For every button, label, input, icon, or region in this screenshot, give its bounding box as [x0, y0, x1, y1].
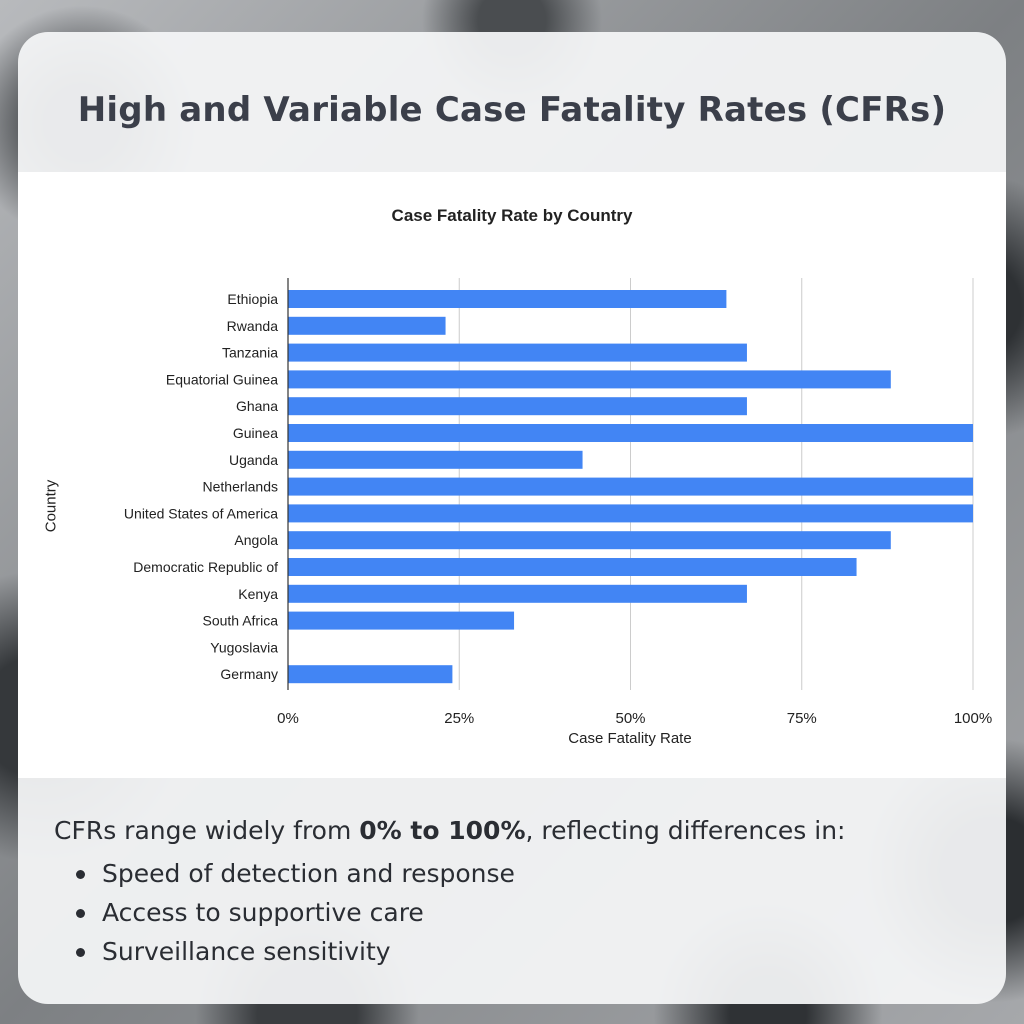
bar [288, 665, 453, 684]
bar [288, 531, 891, 550]
x-tick-label: 25% [444, 710, 474, 727]
y-tick-label: Tanzania [222, 345, 278, 361]
summary-intro-range: 0% to 100% [359, 816, 526, 845]
y-tick-label: Uganda [229, 452, 278, 468]
summary-intro-pre: CFRs range widely from [54, 816, 360, 845]
y-tick-label: Equatorial Guinea [166, 371, 278, 387]
bar-chart: 0% 25% 50% 75% 100% Ethiopia Rwanda Tanzania Equ… [124, 278, 992, 727]
y-tick-label: United States of America [124, 505, 278, 521]
bar [288, 477, 973, 496]
bar [288, 316, 446, 335]
y-axis-title: Country [42, 479, 60, 533]
content-card: High and Variable Case Fatality Rates (C… [18, 32, 1006, 1004]
bar [288, 290, 727, 308]
bar [288, 397, 747, 416]
bar [288, 424, 973, 442]
bar [288, 343, 747, 362]
chart-title: Case Fatality Rate by Country [391, 206, 633, 225]
summary-list: Speed of detection and response Access t… [54, 854, 984, 971]
summary-intro: CFRs range widely from 0% to 100%, refle… [54, 814, 984, 848]
x-tick-label: 0% [277, 710, 299, 727]
summary-bullet: Surveillance sensitivity [76, 932, 984, 971]
x-tick-label: 50% [615, 710, 645, 727]
y-tick-label: Kenya [238, 586, 278, 602]
bar [288, 558, 857, 576]
y-tick-label: Democratic Republic of [133, 559, 278, 575]
bar [288, 504, 973, 523]
bar [288, 611, 515, 630]
bar [288, 450, 583, 469]
page-title: High and Variable Case Fatality Rates (C… [77, 90, 947, 130]
summary-section: CFRs range widely from 0% to 100%, refle… [54, 814, 984, 971]
y-tick-label: Angola [234, 532, 278, 548]
bar [288, 584, 747, 603]
summary-bullet: Speed of detection and response [76, 854, 984, 893]
summary-bullet: Access to supportive care [76, 893, 984, 932]
y-tick-label: Rwanda [227, 318, 279, 334]
y-tick-label: Germany [220, 666, 278, 682]
chart-panel: Case Fatality Rate by Country 0% 25% 50% 75… [18, 172, 1006, 778]
y-tick-label: South Africa [203, 613, 279, 629]
x-tick-label: 100% [954, 710, 992, 727]
y-tick-label: Yugoslavia [210, 639, 278, 655]
x-tick-label: 75% [787, 710, 817, 727]
y-tick-label: Guinea [233, 425, 278, 441]
y-tick-label: Ethiopia [227, 291, 278, 307]
x-axis-title: Case Fatality Rate [568, 730, 692, 747]
summary-intro-post: , reflecting differences in: [525, 816, 846, 845]
bar [288, 370, 891, 389]
y-tick-label: Ghana [236, 398, 278, 414]
y-tick-label: Netherlands [203, 479, 279, 495]
